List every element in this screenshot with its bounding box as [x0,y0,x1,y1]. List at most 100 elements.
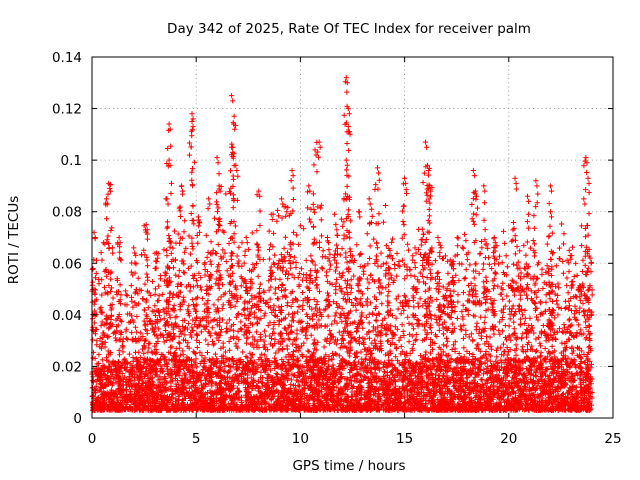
data-point [578,223,585,229]
data-point [395,306,401,312]
data-point [245,316,252,322]
data-point [144,263,151,269]
data-point [581,359,587,366]
data-point [227,347,233,353]
data-point [306,349,312,355]
data-point [452,339,458,345]
data-point [396,377,402,383]
data-point [331,318,338,324]
data-point [243,340,250,346]
data-point [378,348,385,354]
data-point [145,305,151,311]
data-point [210,247,216,254]
data-point [99,341,106,347]
data-point [255,273,261,279]
data-point [564,283,570,289]
data-point [154,298,161,304]
data-point [417,296,423,302]
data-point [176,205,182,211]
data-point [422,288,428,294]
data-point [415,323,421,329]
data-point [533,314,540,320]
data-point [202,272,208,278]
data-point [385,303,391,309]
data-point [497,345,503,351]
data-point [376,285,382,291]
data-point [574,370,580,376]
data-point [413,331,419,338]
data-point [440,325,446,331]
data-point [399,349,405,355]
data-point [95,276,102,282]
data-point [502,348,508,355]
data-point [171,228,178,234]
data-point [251,337,258,343]
data-point [309,258,315,264]
data-point [298,343,305,349]
data-point [428,312,434,319]
data-point [276,213,282,219]
data-point [359,302,366,309]
data-point [519,335,525,341]
data-point [220,228,226,234]
data-point [204,349,211,356]
data-point [289,352,295,358]
data-point [242,322,248,328]
data-point [537,312,544,318]
data-point [102,339,108,345]
data-point [452,308,458,315]
data-point [396,337,402,343]
data-point [438,245,444,251]
data-point [552,291,558,297]
data-point [285,271,292,277]
data-point [179,258,185,264]
data-point [325,313,331,319]
data-point [337,345,343,351]
data-point [338,311,344,317]
data-point [126,351,132,357]
data-point [406,320,412,326]
data-point [553,263,559,269]
data-point [107,288,114,295]
data-point [360,340,367,346]
data-point [382,273,389,279]
data-point [262,310,268,316]
data-point [186,313,192,319]
data-point [558,305,564,312]
data-point [141,350,147,356]
data-point [306,304,313,310]
data-point [226,188,232,195]
data-point [530,325,536,331]
data-point [409,322,415,328]
data-point [250,261,256,268]
data-point [277,276,283,282]
data-point [396,258,402,265]
data-point [282,234,289,240]
data-point [113,338,119,344]
data-point [297,223,304,229]
data-point [142,322,148,328]
data-point [393,296,399,302]
data-point [323,352,329,358]
data-point [527,346,534,353]
data-point [190,284,197,290]
data-point [102,344,108,350]
data-point [196,270,202,276]
data-point [537,299,543,305]
data-point [394,357,401,364]
data-point [528,275,534,281]
data-point [337,252,343,258]
data-point [256,344,262,351]
data-point [260,256,266,263]
data-point [224,320,230,326]
data-point [500,280,506,286]
data-point [138,330,144,336]
data-point [493,271,499,277]
data-point [440,342,447,348]
data-point [296,303,302,310]
data-point [556,245,563,251]
data-point [382,202,389,209]
data-point [116,352,123,358]
data-point [203,337,209,343]
data-point [534,355,540,361]
